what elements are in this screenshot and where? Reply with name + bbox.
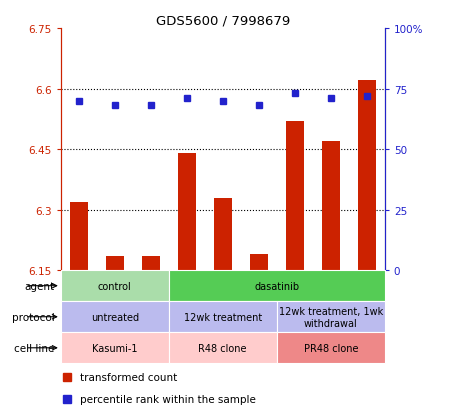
Bar bbox=[286, 121, 304, 271]
Bar bbox=[61, 271, 169, 301]
Text: untreated: untreated bbox=[91, 312, 139, 322]
Text: dasatinib: dasatinib bbox=[254, 281, 299, 291]
Bar bbox=[169, 332, 277, 363]
Bar bbox=[61, 332, 169, 363]
Text: Kasumi-1: Kasumi-1 bbox=[92, 343, 138, 353]
Bar bbox=[70, 202, 88, 271]
Text: protocol: protocol bbox=[12, 312, 54, 322]
Text: cell line: cell line bbox=[14, 343, 54, 353]
Bar bbox=[322, 142, 340, 271]
Text: control: control bbox=[98, 281, 131, 291]
Text: transformed count: transformed count bbox=[80, 373, 177, 382]
Text: percentile rank within the sample: percentile rank within the sample bbox=[80, 394, 256, 404]
Bar bbox=[106, 256, 124, 271]
Title: GDS5600 / 7998679: GDS5600 / 7998679 bbox=[156, 15, 290, 28]
Text: R48 clone: R48 clone bbox=[198, 343, 247, 353]
Bar bbox=[178, 154, 196, 271]
Text: 12wk treatment, 1wk
withdrawal: 12wk treatment, 1wk withdrawal bbox=[279, 306, 383, 328]
Text: PR48 clone: PR48 clone bbox=[303, 343, 358, 353]
Bar bbox=[277, 332, 385, 363]
Bar bbox=[250, 254, 268, 271]
Text: 12wk treatment: 12wk treatment bbox=[184, 312, 262, 322]
Bar bbox=[142, 256, 160, 271]
Bar bbox=[277, 301, 385, 332]
Bar bbox=[214, 198, 232, 271]
Text: agent: agent bbox=[24, 281, 54, 291]
Bar bbox=[169, 271, 385, 301]
Bar bbox=[61, 301, 169, 332]
Bar bbox=[169, 301, 277, 332]
Bar bbox=[358, 81, 376, 271]
